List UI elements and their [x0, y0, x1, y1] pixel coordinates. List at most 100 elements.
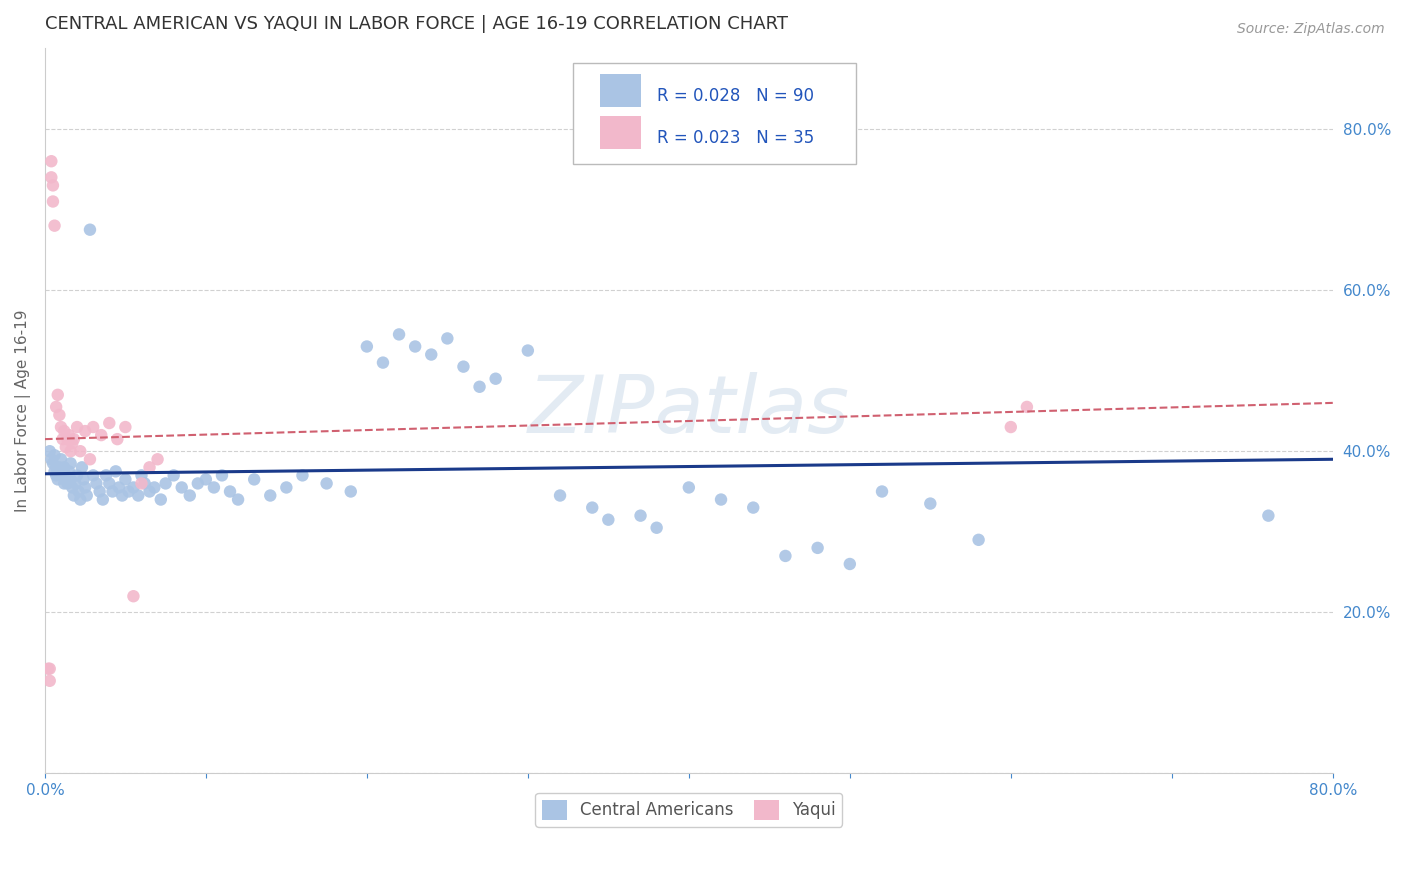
Point — [775, 549, 797, 563]
Point — [134, 476, 156, 491]
Point — [53, 460, 76, 475]
Point — [45, 460, 67, 475]
Point — [94, 468, 117, 483]
Point — [69, 444, 91, 458]
Point — [52, 432, 75, 446]
Point — [46, 472, 69, 486]
Point — [420, 347, 443, 361]
Point — [259, 489, 281, 503]
Point — [838, 557, 860, 571]
Point — [131, 476, 153, 491]
Point — [79, 452, 101, 467]
Point — [98, 476, 121, 491]
Point — [315, 476, 337, 491]
Text: R = 0.023   N = 35: R = 0.023 N = 35 — [657, 129, 814, 147]
Point — [37, 662, 59, 676]
Point — [485, 372, 508, 386]
Point — [48, 408, 70, 422]
Point — [581, 500, 603, 515]
Point — [75, 424, 97, 438]
Point — [548, 489, 571, 503]
Point — [339, 484, 361, 499]
Point — [219, 484, 242, 499]
Point — [516, 343, 538, 358]
Point — [468, 380, 491, 394]
Point — [55, 468, 77, 483]
Point — [104, 464, 127, 478]
Point — [276, 480, 298, 494]
Point — [194, 472, 217, 486]
Point — [807, 541, 830, 555]
Point — [114, 420, 136, 434]
Point — [55, 440, 77, 454]
Point — [91, 492, 114, 507]
Point — [101, 484, 124, 499]
Point — [89, 484, 111, 499]
Point — [143, 480, 166, 494]
Point — [1257, 508, 1279, 523]
Point — [45, 400, 67, 414]
FancyBboxPatch shape — [600, 117, 641, 149]
Point — [111, 489, 134, 503]
Point — [404, 339, 426, 353]
Point — [138, 460, 160, 475]
Point — [69, 492, 91, 507]
Point — [149, 492, 172, 507]
Point — [226, 492, 249, 507]
Point — [58, 464, 80, 478]
Point — [967, 533, 990, 547]
Point — [53, 424, 76, 438]
Point — [371, 356, 394, 370]
Point — [42, 194, 65, 209]
Point — [645, 521, 668, 535]
Point — [356, 339, 378, 353]
Point — [86, 476, 108, 491]
Point — [117, 484, 139, 499]
Point — [48, 460, 70, 475]
Text: CENTRAL AMERICAN VS YAQUI IN LABOR FORCE | AGE 16-19 CORRELATION CHART: CENTRAL AMERICAN VS YAQUI IN LABOR FORCE… — [45, 15, 787, 33]
Point — [49, 420, 72, 434]
Point — [38, 662, 60, 676]
Point — [41, 452, 63, 467]
Point — [66, 468, 89, 483]
Point — [49, 452, 72, 467]
Point — [42, 178, 65, 193]
Point — [202, 480, 225, 494]
Point — [1000, 420, 1022, 434]
Point — [453, 359, 475, 374]
Point — [105, 432, 128, 446]
Point — [59, 472, 82, 486]
Point — [114, 472, 136, 486]
Point — [122, 480, 145, 494]
Point — [155, 476, 177, 491]
Point — [70, 460, 93, 475]
Point — [598, 513, 620, 527]
Y-axis label: In Labor Force | Age 16-19: In Labor Force | Age 16-19 — [15, 310, 31, 512]
Point — [44, 464, 66, 478]
Point — [630, 508, 652, 523]
Point — [65, 476, 87, 491]
Point — [179, 489, 201, 503]
Point — [76, 489, 98, 503]
Point — [122, 589, 145, 603]
Point — [49, 464, 72, 478]
Point — [45, 468, 67, 483]
Point — [710, 492, 733, 507]
Point — [42, 456, 65, 470]
Point — [243, 472, 266, 486]
Point — [742, 500, 765, 515]
Point — [127, 489, 149, 503]
Point — [211, 468, 233, 483]
Point — [146, 452, 169, 467]
Point — [60, 480, 83, 494]
Point — [131, 468, 153, 483]
Point — [59, 444, 82, 458]
Point — [63, 489, 86, 503]
FancyBboxPatch shape — [600, 74, 641, 107]
Point — [56, 432, 79, 446]
Text: Source: ZipAtlas.com: Source: ZipAtlas.com — [1237, 22, 1385, 37]
Point — [79, 223, 101, 237]
Point — [82, 468, 104, 483]
Point — [98, 416, 121, 430]
Point — [41, 154, 63, 169]
